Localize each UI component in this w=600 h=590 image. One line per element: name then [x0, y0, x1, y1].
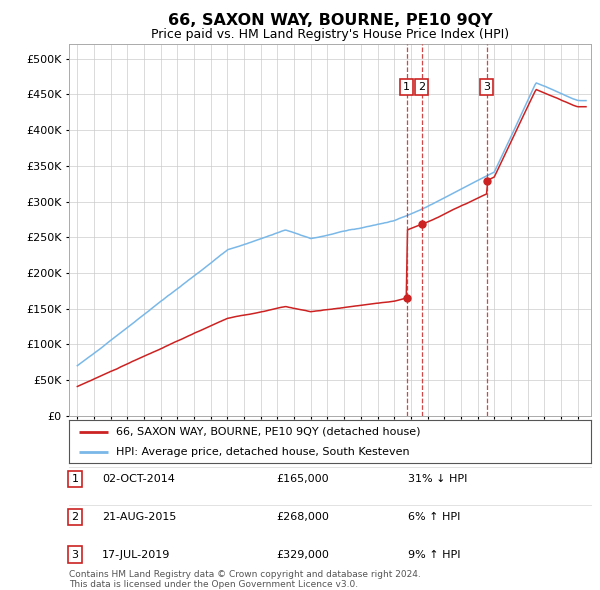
Text: 17-JUL-2019: 17-JUL-2019	[102, 550, 170, 559]
Text: 02-OCT-2014: 02-OCT-2014	[102, 474, 175, 484]
Text: This data is licensed under the Open Government Licence v3.0.: This data is licensed under the Open Gov…	[69, 579, 358, 589]
Text: 31% ↓ HPI: 31% ↓ HPI	[408, 474, 467, 484]
Text: 1: 1	[403, 82, 410, 92]
Text: £329,000: £329,000	[276, 550, 329, 559]
Text: £165,000: £165,000	[276, 474, 329, 484]
Text: HPI: Average price, detached house, South Kesteven: HPI: Average price, detached house, Sout…	[116, 447, 410, 457]
Text: 2: 2	[418, 82, 425, 92]
Text: 1: 1	[71, 474, 79, 484]
Text: 3: 3	[71, 550, 79, 559]
Text: 6% ↑ HPI: 6% ↑ HPI	[408, 512, 460, 522]
Text: 21-AUG-2015: 21-AUG-2015	[102, 512, 176, 522]
Text: Price paid vs. HM Land Registry's House Price Index (HPI): Price paid vs. HM Land Registry's House …	[151, 28, 509, 41]
Text: 66, SAXON WAY, BOURNE, PE10 9QY: 66, SAXON WAY, BOURNE, PE10 9QY	[167, 13, 493, 28]
Text: 3: 3	[483, 82, 490, 92]
Text: 2: 2	[71, 512, 79, 522]
Text: 66, SAXON WAY, BOURNE, PE10 9QY (detached house): 66, SAXON WAY, BOURNE, PE10 9QY (detache…	[116, 427, 421, 437]
Text: Contains HM Land Registry data © Crown copyright and database right 2024.: Contains HM Land Registry data © Crown c…	[69, 570, 421, 579]
Text: £268,000: £268,000	[276, 512, 329, 522]
Text: 9% ↑ HPI: 9% ↑ HPI	[408, 550, 461, 559]
